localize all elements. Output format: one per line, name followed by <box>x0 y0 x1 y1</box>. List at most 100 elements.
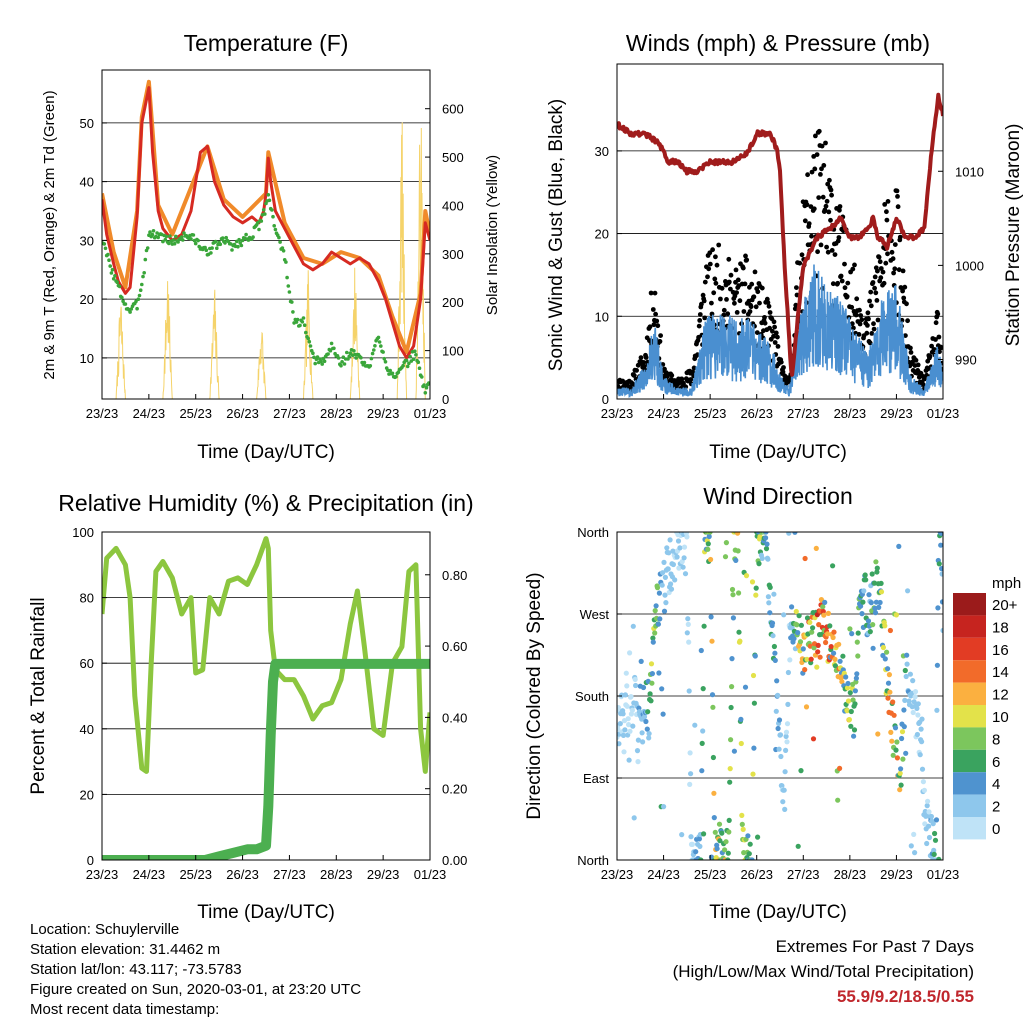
direction-point <box>638 658 644 665</box>
direction-point <box>624 703 630 709</box>
gust-point <box>767 325 772 331</box>
direction-point <box>622 692 629 698</box>
gust-point <box>842 285 848 291</box>
gust-point <box>904 301 909 307</box>
direction-point <box>617 741 622 747</box>
speed-legend: 20+ 18 16 14 12 10 8 6 4 2 0 <box>953 593 1018 840</box>
dewpoint-point <box>204 248 209 252</box>
dewpoint-point <box>141 274 145 279</box>
dewpoint-point <box>191 233 196 237</box>
direction-point <box>865 618 872 624</box>
dewpoint-point <box>413 349 417 354</box>
direction-point <box>629 707 636 713</box>
dewpoint-point <box>237 237 241 242</box>
dewpoint-point <box>174 234 178 239</box>
direction-point <box>885 666 891 672</box>
gust-point <box>713 280 719 286</box>
direction-point <box>809 629 815 635</box>
dewpoint-point <box>278 240 282 244</box>
direction-point <box>783 747 789 754</box>
winds-ticks: 23/23 24/23 25/23 26/23 27/23 28/23 29/23 01/23… <box>595 144 984 421</box>
direction-point <box>886 672 893 678</box>
direction-point <box>925 798 931 804</box>
dewpoint-point <box>408 354 412 359</box>
gust-point <box>823 140 828 146</box>
y-tick-label: 10 <box>595 309 609 324</box>
winds-series <box>617 92 943 399</box>
x-tick-label: 01/23 <box>927 406 960 421</box>
direction-point <box>848 723 854 729</box>
dewpoint-point <box>193 241 198 246</box>
dewpoint-point <box>136 297 141 302</box>
gust-point <box>837 204 843 209</box>
dewpoint-point <box>359 355 363 360</box>
direction-point <box>773 708 779 714</box>
dewpoint-point <box>273 227 278 232</box>
direction-point <box>630 623 636 629</box>
direction-point <box>674 554 680 560</box>
direction-point <box>648 661 655 667</box>
dewpoint-point <box>332 346 336 351</box>
direction-point <box>656 590 663 596</box>
dewpoint-point <box>267 198 272 203</box>
gust-point <box>821 163 827 168</box>
extremes-title: Extremes For Past 7 Days <box>775 937 974 956</box>
direction-point <box>617 721 623 727</box>
direction-point <box>781 612 787 618</box>
dewpoint-point <box>167 241 171 246</box>
direction-point <box>624 683 630 689</box>
dewpoint-point <box>307 339 312 344</box>
direction-point <box>735 532 741 536</box>
gust-point <box>878 266 884 271</box>
direction-point <box>832 663 839 669</box>
gust-point <box>876 254 882 260</box>
temperature-series <box>102 79 430 399</box>
direction-point <box>646 735 652 741</box>
direction-point <box>742 684 749 690</box>
legend-swatch <box>953 637 986 661</box>
gust-point <box>836 235 842 240</box>
dewpoint-point <box>401 363 405 368</box>
y-tick-label: South <box>575 689 609 704</box>
direction-point <box>627 728 633 734</box>
direction-point <box>708 556 714 563</box>
x-tick-label: 25/23 <box>694 867 727 882</box>
direction-point <box>844 685 851 691</box>
relative-humidity-line <box>102 536 430 774</box>
direction-point <box>926 823 932 829</box>
gust-point <box>828 187 834 193</box>
winds-panel: Winds (mph) & Pressure (mb) 23/23 24/23 25… <box>546 30 1024 463</box>
gust-point <box>642 363 647 369</box>
direction-point <box>701 623 707 629</box>
direction-point <box>705 541 711 547</box>
direction-point <box>903 750 909 756</box>
direction-point <box>793 608 799 615</box>
gust-point <box>897 234 903 240</box>
dewpoint-point <box>103 246 108 251</box>
gust-point <box>797 260 803 266</box>
gust-point <box>726 279 732 285</box>
direction-point <box>897 787 903 793</box>
dewpoint-point <box>263 212 267 216</box>
legend-label: 8 <box>992 731 1000 748</box>
humidity-xlabel: Time (Day/UTC) <box>197 902 335 923</box>
gust-point <box>762 320 768 326</box>
direction-point <box>700 686 706 692</box>
direction-point <box>716 821 723 827</box>
direction-point <box>726 817 732 824</box>
dewpoint-point <box>302 323 307 328</box>
direction-point <box>854 671 860 677</box>
direction-point <box>897 770 903 776</box>
direction-point <box>707 532 713 535</box>
direction-point <box>798 768 804 774</box>
solar-insolation-line <box>115 122 426 399</box>
gust-point <box>734 310 740 315</box>
direction-point <box>885 695 891 701</box>
direction-point <box>682 571 689 577</box>
direction-title: Wind Direction <box>703 483 853 509</box>
direction-point <box>874 565 880 571</box>
gust-point <box>882 202 888 207</box>
gust-point <box>754 330 760 335</box>
gust-point <box>883 260 889 266</box>
direction-point <box>915 701 921 707</box>
